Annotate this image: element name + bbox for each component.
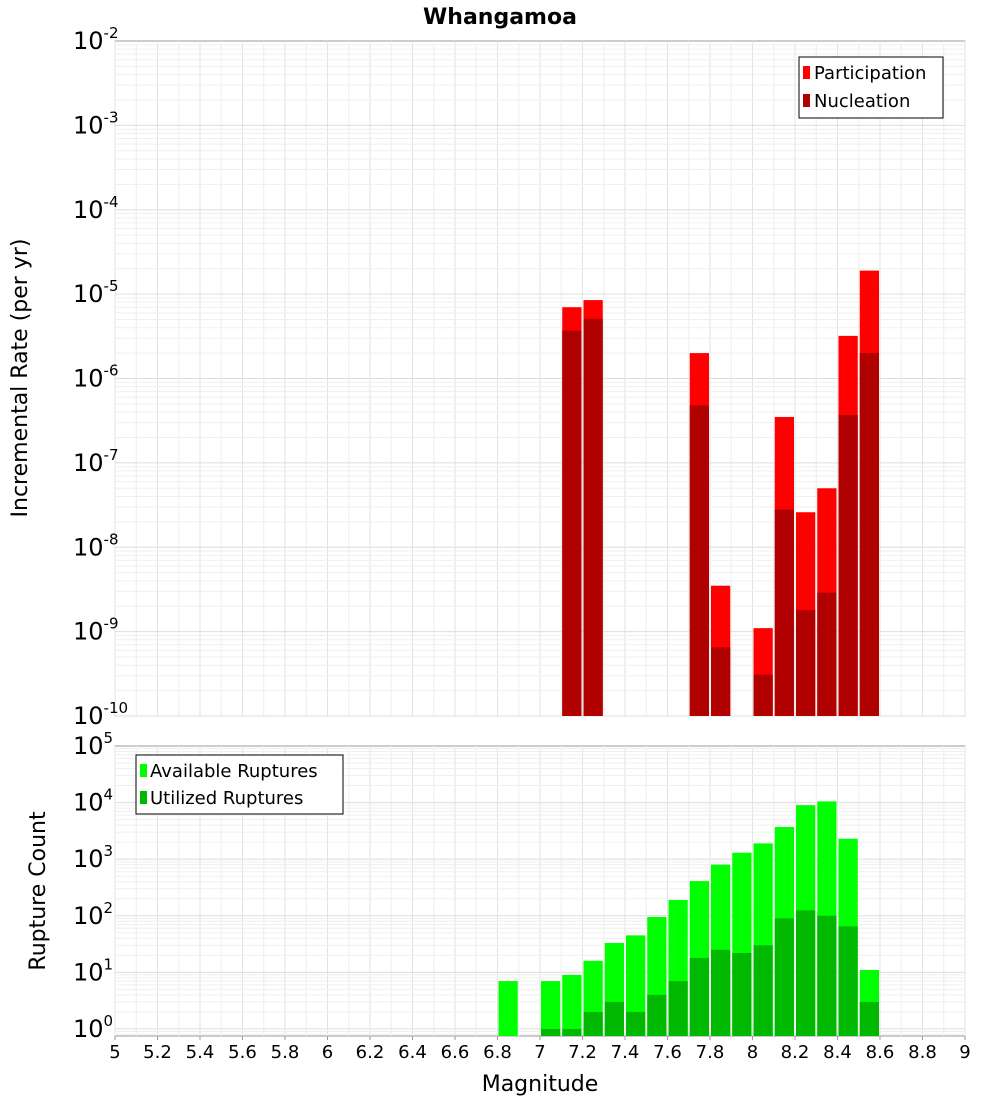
legend-label-utilized: Utilized Ruptures xyxy=(150,788,303,809)
x-tick-label: 5.8 xyxy=(271,1042,300,1063)
count-legend-box xyxy=(135,754,344,815)
y-tick-label: 10-10 xyxy=(73,699,128,730)
y-tick-label: 10-6 xyxy=(73,362,119,393)
bar-utilized xyxy=(626,1011,646,1036)
bar-nucleation xyxy=(689,405,709,716)
x-tick-label: 6.6 xyxy=(441,1042,470,1063)
bar-utilized xyxy=(774,918,794,1036)
y-tick-label: 10-9 xyxy=(73,615,119,646)
x-tick-label: 5.6 xyxy=(228,1042,257,1063)
x-tick-label: 6.8 xyxy=(483,1042,512,1063)
bar-nucleation xyxy=(817,592,837,716)
bar-available xyxy=(626,935,646,1036)
y-tick-label: 10-8 xyxy=(73,530,119,561)
rate-panel: 10-10 10-9 10-8 10-7 10-6 10-5 10-4 10-3 10-2 In… xyxy=(8,24,966,730)
x-tick-label: 7 xyxy=(534,1042,545,1063)
x-tick-label: 5.4 xyxy=(186,1042,215,1063)
y-tick-label: 10-2 xyxy=(73,24,119,55)
bar-available xyxy=(498,981,518,1036)
x-tick-label: 7.2 xyxy=(568,1042,597,1063)
count-y-axis-label: Rupture Count xyxy=(26,811,51,971)
chart-title: Whangamoa xyxy=(423,5,577,30)
legend-swatch-utilized xyxy=(140,791,147,804)
y-tick-label: 101 xyxy=(73,955,113,986)
y-tick-label: 105 xyxy=(73,729,113,760)
x-tick-label: 7.8 xyxy=(696,1042,725,1063)
x-tick-label: 8.8 xyxy=(908,1042,937,1063)
rate-legend-box xyxy=(798,56,944,119)
x-tick-label: 8.2 xyxy=(781,1042,810,1063)
bar-utilized xyxy=(647,994,667,1036)
bar-nucleation xyxy=(583,318,603,716)
x-ticks: 5 5.2 5.4 5.6 5.8 6 6.2 6.4 6.6 6.8 7 7.2 7.4 7.6 7.8 8… xyxy=(109,1036,971,1063)
bar-utilized xyxy=(838,926,858,1036)
y-tick-label: 102 xyxy=(73,899,113,930)
bar-utilized xyxy=(562,1028,582,1036)
legend-swatch-participation xyxy=(803,66,810,79)
bar-nucleation xyxy=(838,414,858,716)
bar-utilized xyxy=(689,957,709,1036)
x-tick-label: 9 xyxy=(959,1042,970,1063)
rate-bars xyxy=(562,270,879,716)
bar-utilized xyxy=(817,915,837,1036)
count-y-ticks: 100 101 102 103 104 105 xyxy=(73,729,113,1043)
count-panel: 100 101 102 103 104 105 5 5.2 5.4 5.6 5.8 6 6.2 6.4 6… xyxy=(26,729,971,1097)
x-tick-label: 5 xyxy=(109,1042,120,1063)
bar-nucleation xyxy=(562,330,582,716)
y-tick-label: 103 xyxy=(73,842,113,873)
rate-y-ticks: 10-10 10-9 10-8 10-7 10-6 10-5 10-4 10-3 10-2 xyxy=(73,24,128,730)
bar-utilized xyxy=(796,910,816,1036)
x-tick-label: 7.4 xyxy=(611,1042,640,1063)
y-tick-label: 10-4 xyxy=(73,193,119,224)
x-tick-label: 8.6 xyxy=(866,1042,895,1063)
y-tick-label: 100 xyxy=(73,1012,113,1043)
x-axis-label: Magnitude xyxy=(482,1072,599,1097)
rate-legend: Participation Nucleation xyxy=(798,56,944,119)
x-tick-label: 6.2 xyxy=(356,1042,385,1063)
count-legend: Available Ruptures Utilized Ruptures xyxy=(135,754,344,815)
bar-available xyxy=(541,981,561,1036)
bar-nucleation xyxy=(774,509,794,716)
legend-swatch-nucleation xyxy=(803,94,810,107)
bar-utilized xyxy=(541,1028,561,1036)
bar-nucleation xyxy=(753,674,773,716)
y-tick-label: 104 xyxy=(73,786,113,817)
bar-utilized xyxy=(604,1001,624,1036)
rate-y-axis-label: Incremental Rate (per yr) xyxy=(8,239,33,518)
legend-label-available: Available Ruptures xyxy=(150,761,318,782)
x-tick-label: 7.6 xyxy=(653,1042,682,1063)
bar-nucleation xyxy=(859,353,879,716)
bar-available xyxy=(562,974,582,1036)
bar-utilized xyxy=(711,949,731,1036)
x-tick-label: 6.4 xyxy=(398,1042,427,1063)
bar-nucleation xyxy=(796,610,816,716)
y-tick-label: 10-5 xyxy=(73,277,119,308)
x-tick-label: 8 xyxy=(747,1042,758,1063)
legend-swatch-available xyxy=(140,764,147,777)
bar-utilized xyxy=(859,1001,879,1036)
bar-utilized xyxy=(732,952,752,1036)
x-tick-label: 8.4 xyxy=(823,1042,852,1063)
legend-label-participation: Participation xyxy=(814,63,926,84)
rate-grid xyxy=(114,41,966,717)
legend-label-nucleation: Nucleation xyxy=(814,91,910,112)
x-tick-label: 6 xyxy=(322,1042,333,1063)
x-tick-label: 5.2 xyxy=(143,1042,172,1063)
bar-nucleation xyxy=(711,647,731,716)
bar-utilized xyxy=(583,1011,603,1036)
y-tick-label: 10-3 xyxy=(73,108,119,139)
bar-utilized xyxy=(753,945,773,1036)
y-tick-label: 10-7 xyxy=(73,446,119,477)
bar-utilized xyxy=(668,981,688,1036)
count-bars xyxy=(498,801,879,1036)
